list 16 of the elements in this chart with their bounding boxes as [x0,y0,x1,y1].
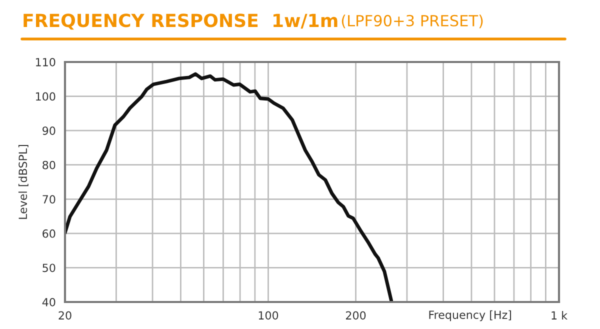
y-tick-label: 40 [42,298,56,306]
y-tick-label: 60 [42,229,56,238]
y-tick-label: 110 [36,58,56,66]
y-axis-title: Level [dBSPL] [18,144,28,219]
x-axis-title: Frequency [Hz] [429,310,512,322]
x-tick-label: 100 [258,311,278,320]
x-tick-label: 1 k [552,311,568,320]
x-tick-label: 200 [346,311,366,320]
chart-title: FREQUENCY RESPONSE 1w/1m [24,14,338,30]
y-tick-label: 100 [36,92,56,101]
y-tick-label: 50 [42,264,56,272]
y-tick-label: 90 [42,126,56,135]
y-tick-label: 70 [42,195,56,204]
chart-subtitle: (LPF90+3 PRESET) [342,14,483,28]
x-tick-label: 20 [58,311,72,320]
y-tick-label: 80 [42,160,56,170]
